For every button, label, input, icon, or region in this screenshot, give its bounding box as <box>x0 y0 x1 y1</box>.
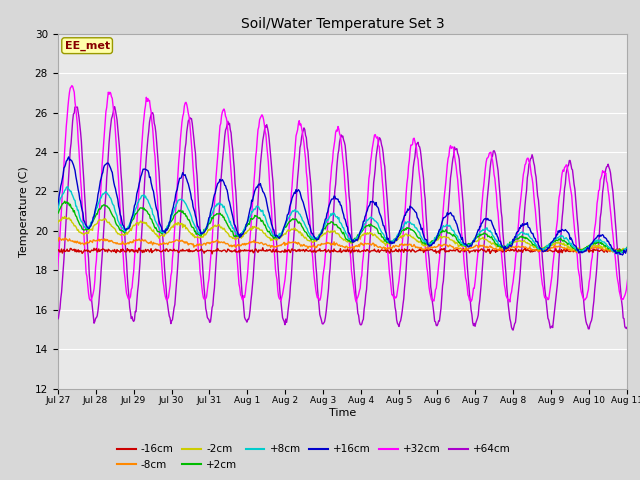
+8cm <box>64 184 72 190</box>
-2cm <box>54 220 61 226</box>
+16cm <box>291 189 298 195</box>
Line: +16cm: +16cm <box>58 157 640 259</box>
+2cm <box>268 233 275 239</box>
+32cm <box>426 290 434 296</box>
-16cm <box>425 247 433 253</box>
+2cm <box>460 242 467 248</box>
+32cm <box>126 296 134 301</box>
+16cm <box>237 233 245 239</box>
+64cm <box>111 104 118 109</box>
-8cm <box>460 247 467 253</box>
+2cm <box>237 231 245 237</box>
+64cm <box>460 202 467 207</box>
-2cm <box>425 242 433 248</box>
-8cm <box>268 243 275 249</box>
+8cm <box>54 207 61 213</box>
+64cm <box>425 256 433 262</box>
+2cm <box>54 211 61 216</box>
Line: +32cm: +32cm <box>58 85 640 302</box>
Line: +2cm: +2cm <box>58 201 640 254</box>
+2cm <box>126 224 134 230</box>
-16cm <box>460 246 467 252</box>
+8cm <box>268 229 275 235</box>
Title: Soil/Water Temperature Set 3: Soil/Water Temperature Set 3 <box>241 17 444 31</box>
Legend: -16cm, -8cm, -2cm, +2cm, +8cm, +16cm, +32cm, +64cm: -16cm, -8cm, -2cm, +2cm, +8cm, +16cm, +3… <box>113 440 515 474</box>
+2cm <box>61 198 68 204</box>
Line: +64cm: +64cm <box>58 107 640 330</box>
-8cm <box>425 246 433 252</box>
-8cm <box>126 239 134 245</box>
Line: +8cm: +8cm <box>58 187 640 255</box>
-2cm <box>291 225 298 231</box>
+32cm <box>291 154 298 160</box>
+8cm <box>237 231 245 237</box>
Line: -2cm: -2cm <box>58 216 640 253</box>
X-axis label: Time: Time <box>329 408 356 418</box>
-16cm <box>237 248 245 254</box>
+32cm <box>268 205 275 211</box>
+64cm <box>268 163 275 169</box>
-2cm <box>126 228 134 234</box>
Line: -8cm: -8cm <box>58 238 640 253</box>
-2cm <box>268 236 275 242</box>
-16cm <box>291 247 298 253</box>
-16cm <box>208 251 216 257</box>
-8cm <box>291 240 298 245</box>
+32cm <box>353 299 360 305</box>
+16cm <box>425 243 433 249</box>
+32cm <box>460 258 468 264</box>
+32cm <box>68 83 76 88</box>
+64cm <box>54 316 61 322</box>
-2cm <box>460 242 467 248</box>
+8cm <box>425 240 433 246</box>
-16cm <box>54 249 61 254</box>
+16cm <box>65 154 72 160</box>
+16cm <box>54 202 61 208</box>
+16cm <box>268 221 275 227</box>
+64cm <box>237 281 245 287</box>
-8cm <box>55 235 63 240</box>
-16cm <box>633 244 640 250</box>
Text: EE_met: EE_met <box>65 40 109 51</box>
Line: -16cm: -16cm <box>58 247 640 254</box>
-8cm <box>54 239 61 244</box>
+2cm <box>425 240 433 246</box>
-2cm <box>61 214 68 219</box>
+64cm <box>291 224 298 230</box>
+64cm <box>126 304 134 310</box>
-16cm <box>125 247 132 252</box>
-8cm <box>237 242 245 248</box>
+2cm <box>291 216 298 222</box>
+8cm <box>291 207 298 213</box>
Y-axis label: Temperature (C): Temperature (C) <box>19 166 29 257</box>
+32cm <box>237 293 245 299</box>
-2cm <box>237 235 245 241</box>
+16cm <box>126 224 134 229</box>
+8cm <box>126 221 134 227</box>
+32cm <box>54 267 61 273</box>
+16cm <box>460 240 467 245</box>
+8cm <box>460 242 467 248</box>
-16cm <box>268 249 275 255</box>
